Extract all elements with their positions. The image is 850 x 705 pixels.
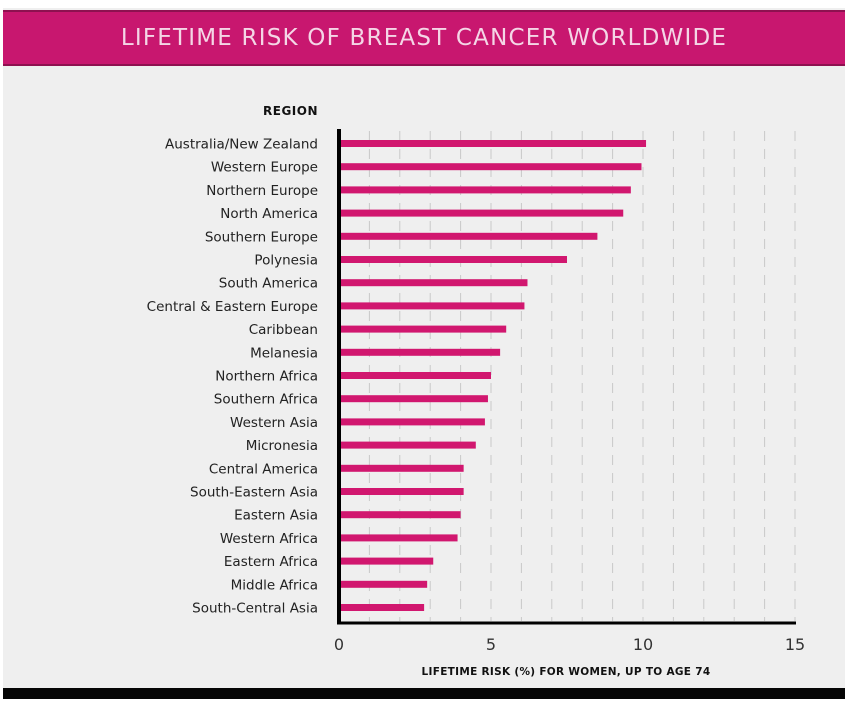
- bar: [340, 186, 631, 194]
- category-label: Western Asia: [230, 415, 318, 431]
- category-label: Northern Europe: [206, 183, 318, 199]
- bars: [340, 140, 647, 611]
- category-label: Southern Europe: [205, 229, 318, 245]
- bar: [340, 534, 458, 542]
- category-label: South America: [219, 276, 318, 292]
- x-tick-label: 0: [334, 635, 344, 654]
- category-label: Australia/New Zealand: [165, 137, 318, 153]
- x-tick-label: 15: [785, 635, 805, 654]
- x-tick-labels: 0 5 10 15: [334, 635, 805, 654]
- category-label: Northern Africa: [215, 369, 318, 385]
- bar: [340, 232, 598, 240]
- category-label: Polynesia: [254, 253, 318, 269]
- category-label: South-Central Asia: [192, 601, 318, 617]
- category-label: South-Eastern Asia: [190, 485, 318, 501]
- bar: [340, 580, 428, 588]
- bar: [340, 325, 507, 333]
- bar: [340, 488, 464, 495]
- bar: [340, 395, 488, 403]
- chart-title: LIFETIME RISK OF BREAST CANCER WORLDWIDE: [120, 25, 728, 51]
- x-axis-title: LIFETIME RISK (%) FOR WOMEN, UP TO AGE 7…: [422, 666, 711, 678]
- category-label: Western Africa: [220, 531, 318, 547]
- bar: [340, 302, 525, 310]
- category-label: Eastern Asia: [234, 508, 318, 524]
- category-label: Melanesia: [250, 345, 318, 361]
- category-label: Caribbean: [249, 322, 318, 338]
- bar: [340, 557, 434, 565]
- bar: [340, 372, 491, 379]
- category-label: North America: [220, 206, 318, 222]
- bar: [340, 604, 425, 611]
- category-label: Western Europe: [211, 160, 318, 176]
- bar: [340, 163, 642, 171]
- bar: [340, 209, 624, 217]
- category-label: Southern Africa: [214, 392, 318, 408]
- category-axis-title: REGION: [263, 104, 318, 118]
- category-label: Eastern Africa: [224, 554, 318, 570]
- x-tick-label: 10: [633, 635, 653, 654]
- bar: [340, 511, 461, 519]
- category-label: Micronesia: [246, 438, 318, 454]
- category-labels: Australia/New Zealand Western Europe North…: [147, 137, 318, 617]
- category-label: Central & Eastern Europe: [147, 299, 318, 315]
- bar: [340, 464, 464, 472]
- bar: [340, 418, 485, 426]
- bar: [340, 140, 647, 147]
- title-banner: LIFETIME RISK OF BREAST CANCER WORLDWIDE: [3, 10, 845, 66]
- bar: [340, 256, 567, 263]
- bar: [340, 279, 528, 287]
- category-label: Middle Africa: [231, 577, 318, 593]
- x-tick-label: 5: [486, 635, 496, 654]
- footer-bar: [3, 688, 845, 699]
- bar: [340, 348, 501, 356]
- category-label: Central America: [209, 461, 318, 477]
- bar: [340, 441, 476, 449]
